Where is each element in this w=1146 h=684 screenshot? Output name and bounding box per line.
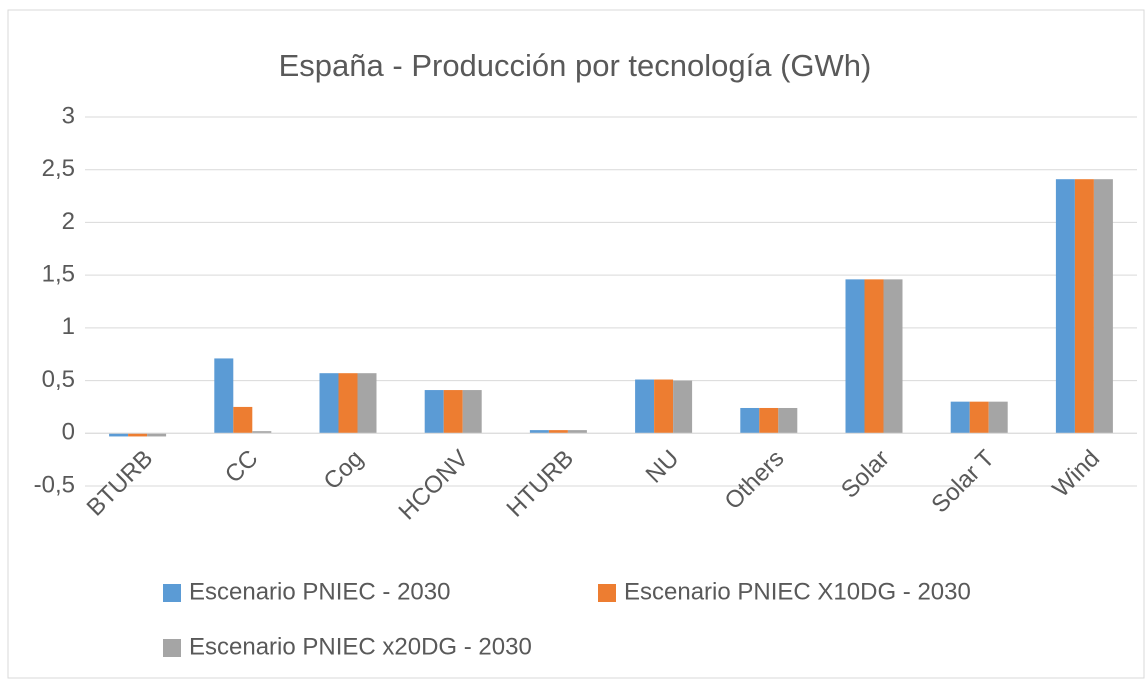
legend-label: Escenario PNIEC x20DG - 2030 [189, 633, 532, 660]
bar [109, 433, 129, 437]
bar [147, 433, 167, 437]
legend-swatch [163, 639, 181, 657]
bar [1074, 179, 1094, 434]
bar [1055, 179, 1075, 434]
y-tick-label: 0 [62, 419, 75, 446]
bar [969, 401, 989, 434]
bar [443, 390, 463, 434]
bar [988, 401, 1008, 434]
bar [338, 373, 358, 434]
chart-title: España - Producción por tecnología (GWh) [279, 48, 872, 83]
y-tick-label: 1 [62, 313, 75, 340]
bar [567, 430, 587, 434]
bar [864, 279, 884, 434]
bar [778, 407, 798, 434]
bar [357, 373, 377, 434]
y-tick-label: 3 [62, 102, 75, 129]
bar [233, 406, 253, 434]
bar [319, 373, 339, 434]
bar [759, 407, 779, 434]
bar [424, 390, 444, 434]
bar [883, 279, 903, 434]
y-tick-label: 2,5 [42, 155, 75, 182]
bar [635, 379, 655, 434]
bar [740, 407, 760, 434]
bar [462, 390, 482, 434]
bar [950, 401, 970, 434]
bar [252, 431, 272, 434]
bar [128, 433, 148, 437]
bar [673, 380, 693, 434]
bar [654, 379, 674, 434]
y-tick-label: 2 [62, 208, 75, 235]
y-tick-label: 1,5 [42, 260, 75, 287]
bar [214, 358, 234, 434]
legend-swatch [598, 584, 616, 602]
bar [529, 430, 549, 434]
bar [1093, 179, 1113, 434]
bar [845, 279, 865, 434]
legend-label: Escenario PNIEC - 2030 [189, 578, 450, 605]
bar [548, 430, 568, 434]
legend-label: Escenario PNIEC X10DG - 2030 [624, 578, 971, 605]
y-tick-label: 0,5 [42, 366, 75, 393]
legend-swatch [163, 584, 181, 602]
y-tick-label: -0,5 [34, 471, 75, 498]
chart-frame [7, 9, 1145, 679]
